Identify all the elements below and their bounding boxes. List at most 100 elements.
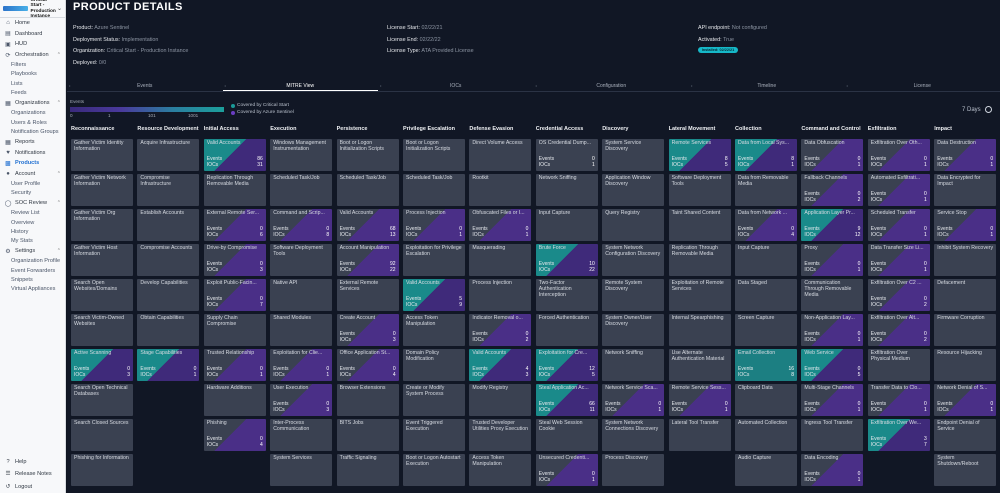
technique-cell[interactable]: Use Alternate Authentication Material [668,349,731,381]
technique-cell[interactable]: Establish Accounts [137,209,200,241]
technique-cell[interactable]: BITS Jobs [336,419,399,451]
technique-cell[interactable]: Data Encrypted for Impact [934,174,997,206]
technique-cell[interactable]: Data Staged [735,279,797,311]
technique-cell[interactable]: Boot or Logon Initialization Scripts [336,139,399,171]
technique-cell[interactable]: Remote Services Events IOCs 8 5 [668,139,731,171]
technique-cell[interactable]: Software Deployment Tools [668,174,731,206]
nav-my-stats[interactable]: My Stats [11,238,33,245]
technique-cell[interactable]: Application Layer Pr... Events IOCs 9 12 [801,209,864,241]
technique-cell[interactable]: System Service Discovery [602,139,665,171]
technique-cell[interactable]: Valid Accounts Events IOCs 86 31 [203,139,266,171]
technique-cell[interactable]: Boot or Logon Autostart Execution [403,454,465,486]
technique-cell[interactable]: Create Account Events IOCs 0 3 [336,314,399,346]
technique-cell[interactable]: Drive-by Compromise Events IOCs 0 3 [203,244,266,276]
technique-cell[interactable]: Domain Policy Modification [403,349,465,381]
technique-cell[interactable]: Brute Force Events IOCs 10 22 [535,244,598,276]
technique-cell[interactable]: Stage Capabilities Events IOCs 0 1 [137,349,200,381]
technique-cell[interactable]: External Remote Services [336,279,399,311]
nav-lists[interactable]: Lists [11,80,23,87]
technique-cell[interactable]: Search Victim-Owned Websites [71,314,133,346]
technique-cell[interactable]: Event Triggered Execution [403,419,465,451]
technique-cell[interactable]: Indicator Removal o... Events IOCs 0 2 [469,314,532,346]
tab-timeline[interactable]: • Timeline [691,83,777,89]
nav-overview[interactable]: Overview [11,219,35,226]
technique-cell[interactable]: System Shutdown/Reboot [934,454,997,486]
technique-cell[interactable]: Search Closed Sources [71,419,133,451]
technique-cell[interactable]: Application Window Discovery [602,174,665,206]
technique-cell[interactable]: Data Transfer Size Li... Events IOCs 0 1 [867,244,930,276]
nav-dashboard[interactable]: ▤ Dashboard [5,30,43,38]
technique-cell[interactable]: Exfiltration Over Physical Medium [867,349,930,381]
search-icon[interactable] [985,106,992,113]
technique-cell[interactable]: Exfiltration Over Alt... Events IOCs 0 2 [867,314,930,346]
technique-cell[interactable]: Trusted Relationship Events IOCs 0 1 [203,349,266,381]
tab-mitre-view[interactable]: • MITRE View [222,80,378,91]
technique-cell[interactable]: Boot or Logon Initialization Scripts [403,139,465,171]
chevron-down-icon[interactable]: ⌄ [56,6,62,12]
technique-cell[interactable]: Data Encoding Events IOCs 0 1 [801,454,864,486]
nav-feeds[interactable]: Feeds [11,90,27,97]
technique-cell[interactable]: Compromise Accounts [137,244,200,276]
technique-cell[interactable]: Transfer Data to Clo... Events IOCs 0 1 [867,384,930,416]
technique-cell[interactable]: Gather Victim Network Information [71,174,133,206]
technique-cell[interactable]: Steal Application Ac... Events IOCs 66 11 [535,384,598,416]
technique-cell[interactable]: Automated Collection [735,419,797,451]
nav-home[interactable]: ⌂ Home [0,18,65,29]
technique-cell[interactable]: Network Sniffing [602,349,665,381]
technique-cell[interactable]: Steal Web Session Cookie [535,419,598,451]
technique-cell[interactable]: Gather Victim Identity Information [71,139,133,171]
technique-cell[interactable]: Create or Modify System Process [403,384,465,416]
technique-cell[interactable]: Trusted Developer Utilities Proxy Execut… [469,419,532,451]
technique-cell[interactable]: System Network Connections Discovery [602,419,665,451]
technique-cell[interactable]: Software Deployment Tools [270,244,333,276]
technique-cell[interactable]: Screen Capture [735,314,797,346]
technique-cell[interactable]: Internal Spearphishing [668,314,731,346]
technique-cell[interactable]: Automated Exfiltrati... Events IOCs 0 1 [867,174,930,206]
technique-cell[interactable]: Scheduled Task/Job [336,174,399,206]
nav-filters[interactable]: Filters [11,62,27,69]
days-select[interactable]: 7 Days [962,107,981,113]
nav-history[interactable]: History [11,228,29,235]
tab-configuration[interactable]: • Configuration [535,83,627,89]
technique-cell[interactable]: Develop Capabilities [137,279,200,311]
technique-cell[interactable]: Endpoint Denial of Service [934,419,997,451]
technique-cell[interactable]: Lateral Tool Transfer [668,419,731,451]
technique-cell[interactable]: Multi-Stage Channels Events IOCs 0 1 [801,384,864,416]
technique-cell[interactable]: Forced Authentication [535,314,598,346]
technique-cell[interactable]: Valid Accounts Events IOCs 68 13 [336,209,399,241]
technique-cell[interactable]: Scheduled Transfer Events IOCs 0 1 [867,209,930,241]
technique-cell[interactable]: Exploit Public-Facin... Events IOCs 0 7 [203,279,266,311]
tab-license[interactable]: • License [846,83,931,89]
nav-reports[interactable]: ▦ Reports [5,139,35,146]
technique-cell[interactable]: Data Obfuscation Events IOCs 0 1 [801,139,864,171]
technique-cell[interactable]: OS Credential Dump... Events IOCs 0 1 [535,139,598,171]
tab-iocs[interactable]: • IOCs [380,83,462,89]
technique-cell[interactable]: Account Manipulation Events IOCs 92 22 [336,244,399,276]
nav-security[interactable]: Security [11,190,32,197]
technique-cell[interactable]: Compromise Infrastructure [137,174,200,206]
technique-cell[interactable]: Hardware Additions [203,384,266,416]
technique-cell[interactable]: Input Capture [735,244,797,276]
technique-cell[interactable]: Replication Through Removable Media [203,174,266,206]
technique-cell[interactable]: Data Destruction Events IOCs 0 1 [934,139,997,171]
technique-cell[interactable]: Data from Network ... Events IOCs 0 4 [735,209,797,241]
technique-cell[interactable]: Traffic Signaling [336,454,399,486]
technique-cell[interactable]: Two-Factor Authentication Interception [535,279,598,311]
technique-cell[interactable]: Network Service Sca... Events IOCs 0 1 [602,384,665,416]
nav-products[interactable]: ▩ Products [5,160,40,167]
nav-soc-review[interactable]: ◯ SOC Review ⌃ [4,200,61,207]
nav-release-notes[interactable]: ☰ Release Notes [5,471,52,478]
technique-cell[interactable]: Input Capture [535,209,598,241]
technique-cell[interactable]: Access Token Manipulation [469,454,532,486]
nav-organizations[interactable]: ▦ Organizations ⌃ [5,100,61,107]
technique-cell[interactable]: Email Collection Events IOCs 16 8 [735,349,797,381]
technique-cell[interactable]: Exploitation for Clie... Events IOCs 0 1 [270,349,333,381]
technique-cell[interactable]: Gather Victim Host Information [71,244,133,276]
nav-org-organizations[interactable]: Organizations [11,110,46,117]
technique-cell[interactable]: Exploitation for Privilege Escalation [403,244,465,276]
technique-cell[interactable]: Supply Chain Compromise [203,314,266,346]
technique-cell[interactable]: Phishing Events IOCs 0 4 [203,419,266,451]
technique-cell[interactable]: Unsecured Credenti... Events IOCs 0 1 [535,454,598,486]
technique-cell[interactable]: Exploitation of Remote Services [668,279,731,311]
nav-playbooks[interactable]: Playbooks [11,71,37,78]
